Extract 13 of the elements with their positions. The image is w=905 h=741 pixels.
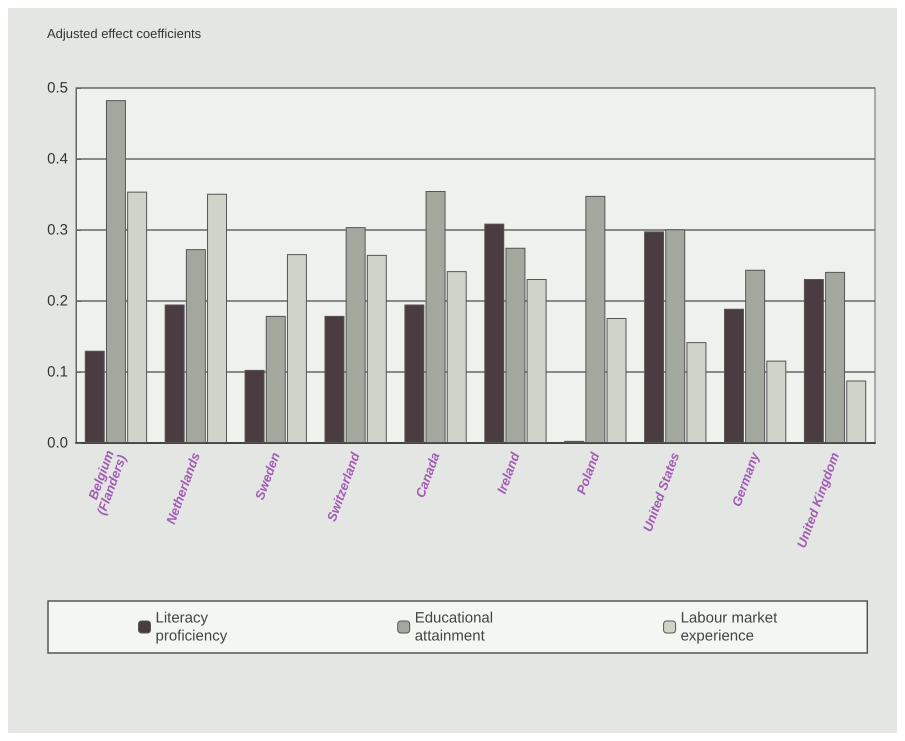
x-tick-label: Poland	[573, 449, 603, 496]
legend-label: Literacy proficiency	[156, 610, 228, 644]
y-tick-label: 0.3	[47, 222, 68, 238]
y-tick-label: 0.1	[47, 364, 68, 380]
y-tick-label: 0.4	[47, 150, 68, 168]
y-axis-title: Adjusted effect coefficients	[47, 26, 202, 41]
y-tick-label: 0.5	[47, 80, 68, 96]
y-tick-label: 0.2	[47, 292, 68, 310]
x-tick-label: United States	[640, 450, 682, 534]
legend-label: Labour market experience	[680, 610, 778, 644]
y-tick-label: 0.0	[47, 434, 68, 452]
x-tick-label: Ireland	[494, 449, 523, 496]
legend-label: Educational attainment	[414, 610, 494, 644]
